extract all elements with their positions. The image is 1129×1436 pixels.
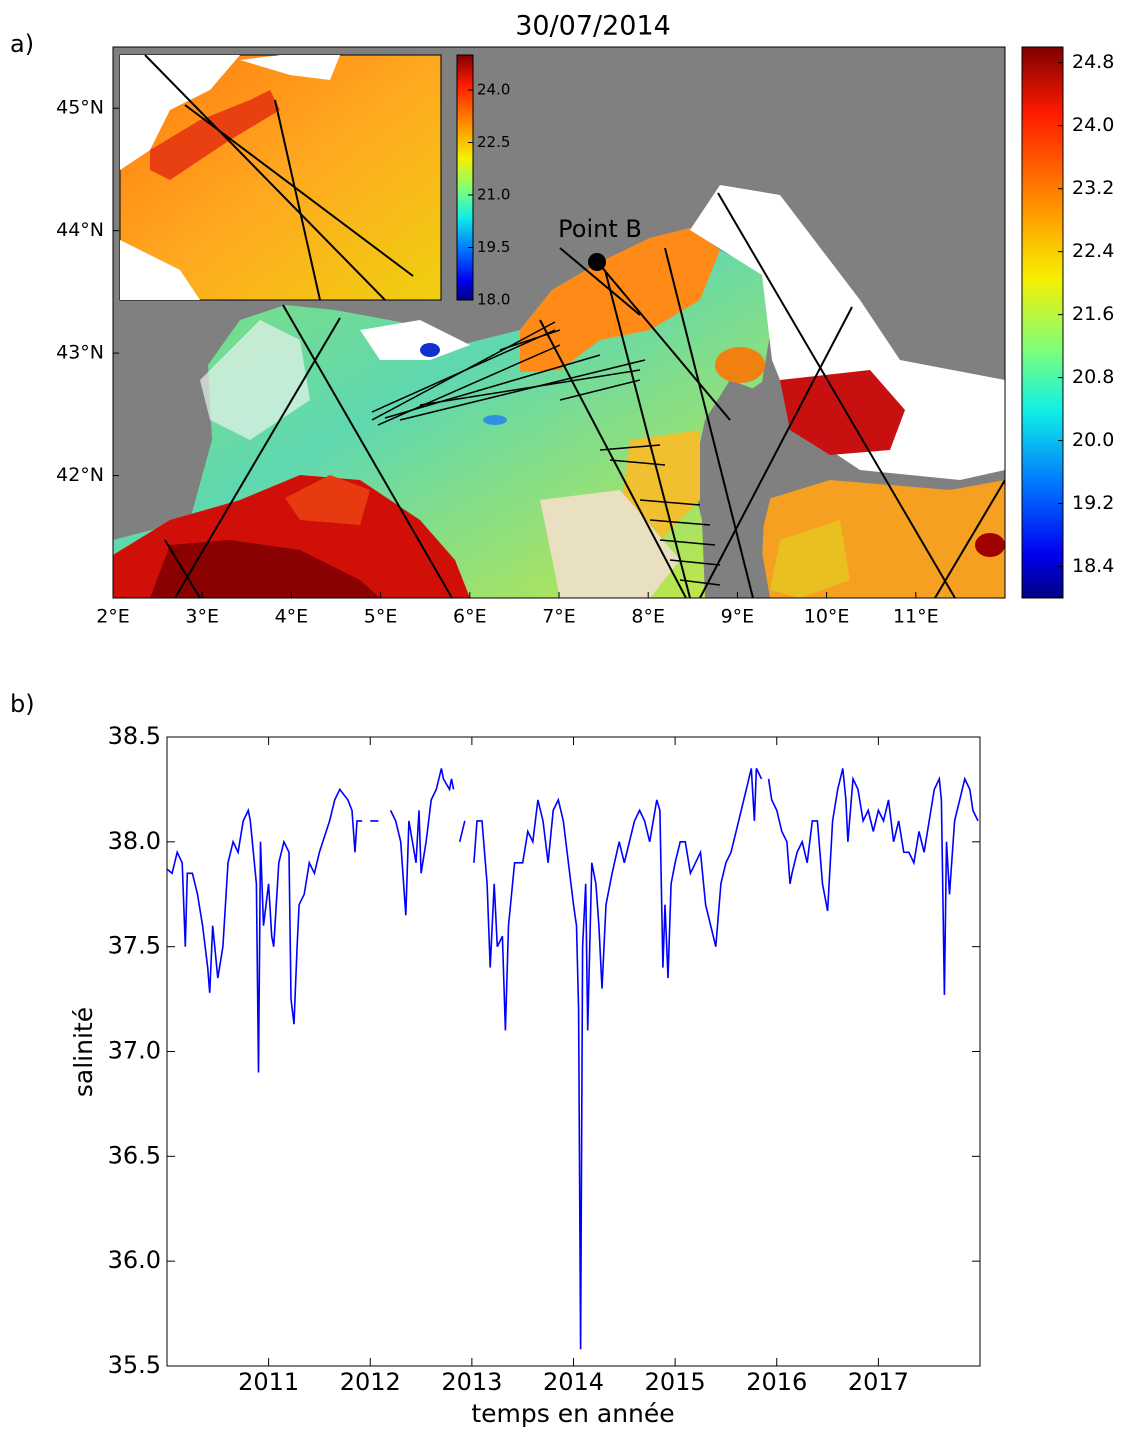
colorbar [1021,46,1064,599]
inset-colorbar [456,54,474,301]
x-tick-label: 10°E [804,606,850,628]
colorbar-tick-label: 20.0 [1072,429,1114,451]
x-tick-label: 3°E [185,606,219,628]
x-tick-label: 11°E [893,606,939,628]
inset-colorbar-tick-label: 18.0 [477,291,510,309]
x-tick-label: 5°E [364,606,398,628]
x-axis-label: temps en année [471,1399,674,1428]
y-tick-label: 36.5 [108,1141,161,1169]
x-tick-label: 2016 [746,1368,807,1396]
map-image [113,47,1005,598]
y-tick-label: 37.5 [108,932,161,960]
colorbar-tick-label: 20.8 [1072,366,1114,388]
salinity-line [166,768,979,1350]
y-tick-label: 37.0 [108,1037,161,1065]
colorbar-tick-label: 23.2 [1072,177,1114,199]
y-tick-label: 45°N [56,97,104,119]
x-tick-label: 2013 [441,1368,502,1396]
y-tick-label: 38.0 [108,827,161,855]
y-tick-label: 35.5 [108,1351,161,1379]
x-tick-label: 2017 [848,1368,909,1396]
y-axis-label: salinité [69,1007,98,1097]
y-tick-label: 36.0 [108,1246,161,1274]
x-tick-label: 6°E [453,606,487,628]
inset-colorbar-tick-label: 24.0 [477,81,510,99]
x-tick-label: 2015 [645,1368,706,1396]
y-tick-label: 38.5 [108,722,161,750]
x-tick-label: 8°E [631,606,665,628]
x-tick-label: 9°E [721,606,755,628]
colorbar-tick-label: 22.4 [1072,240,1114,262]
colorbar-tick-label: 24.8 [1072,51,1114,73]
x-tick-label: 2012 [340,1368,401,1396]
colorbar-tick-label: 19.2 [1072,492,1114,514]
inset-colorbar-tick-label: 19.5 [477,238,510,256]
inset-colorbar-tick-label: 22.5 [477,133,510,151]
colorbar-tick-label: 24.0 [1072,114,1114,136]
inset-colorbar-tick-label: 21.0 [477,186,510,204]
x-tick-label: 2°E [96,606,130,628]
y-tick-label: 44°N [56,219,104,241]
x-tick-label: 7°E [542,606,576,628]
panel-label: b) [10,690,35,718]
colorbar-tick-label: 18.4 [1072,555,1114,577]
x-tick-label: 4°E [275,606,309,628]
map-title: 30/07/2014 [515,11,671,42]
panel-label: a) [10,30,34,58]
plot-frame [166,736,981,1367]
x-tick-label: 2014 [543,1368,604,1396]
y-tick-label: 43°N [56,342,104,364]
y-tick-label: 42°N [56,464,104,486]
x-tick-label: 2011 [238,1368,299,1396]
annotation: Point B [558,215,642,243]
colorbar-tick-label: 21.6 [1072,303,1114,325]
